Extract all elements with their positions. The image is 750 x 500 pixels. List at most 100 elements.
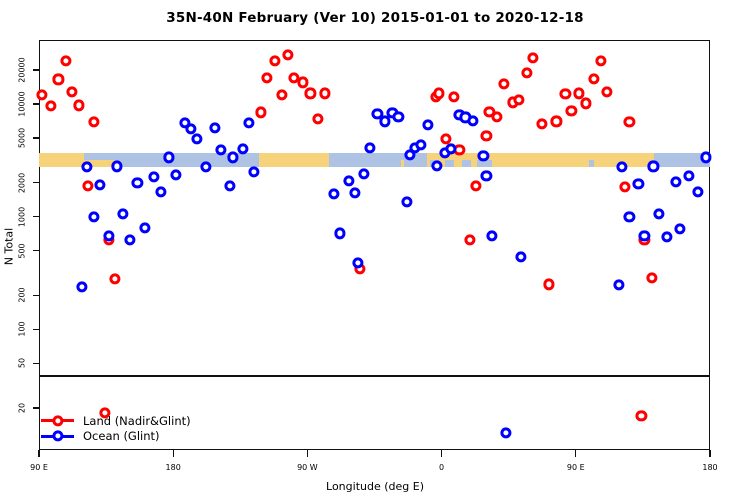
data-point-ocean — [343, 175, 355, 187]
data-point-land — [520, 66, 533, 79]
data-point-ocean — [661, 231, 673, 243]
y-tick-label: 1000 — [17, 206, 27, 227]
data-point-ocean — [392, 111, 404, 123]
land-marker-icon — [41, 415, 74, 427]
data-point-ocean — [444, 143, 457, 155]
data-point-land — [276, 89, 288, 101]
y-tick — [33, 103, 39, 105]
data-point-ocean — [209, 122, 221, 134]
y-tick-label: 5000 — [17, 127, 27, 149]
y-tick — [33, 407, 39, 409]
legend-label-ocean: Ocean (Glint) — [83, 429, 160, 444]
data-point-ocean — [431, 160, 443, 172]
data-point-ocean — [88, 211, 100, 223]
data-point-ocean — [124, 234, 136, 246]
data-point-ocean — [139, 222, 151, 234]
x-tick — [306, 450, 309, 457]
data-point-ocean — [467, 115, 479, 127]
data-point-ocean — [515, 251, 527, 263]
y-tick-label: 100 — [17, 321, 27, 337]
data-point-land — [255, 106, 267, 119]
data-point-ocean — [653, 208, 665, 220]
surface-band-land — [39, 153, 85, 167]
data-point-ocean — [200, 161, 212, 173]
data-point-land — [282, 49, 294, 61]
data-point-land — [447, 91, 460, 103]
y-tick-label: 20 — [17, 403, 27, 414]
surface-band-patch-land — [400, 160, 405, 167]
y-axis-title: N Total — [2, 227, 16, 266]
surface-band-patch-ocean — [444, 160, 454, 167]
legend: Land (Nadir&Glint) Ocean (Glint) — [41, 413, 191, 444]
data-point-ocean — [638, 230, 650, 242]
data-point-land — [73, 99, 85, 111]
data-point-ocean — [148, 171, 160, 183]
data-point-land — [261, 72, 273, 84]
surface-band-patch-ocean — [462, 160, 472, 167]
y-tick — [33, 328, 39, 331]
chart-title: 35N-40N February (Ver 10) 2015-01-01 to … — [166, 10, 584, 26]
data-point-land — [559, 88, 571, 100]
data-point-land — [82, 180, 94, 192]
data-point-land — [588, 73, 600, 85]
y-tick — [33, 182, 39, 184]
ocean-marker-icon — [41, 430, 74, 442]
data-point-ocean — [116, 208, 129, 220]
x-tick — [709, 450, 711, 457]
data-point-ocean — [692, 186, 704, 198]
data-point-ocean — [647, 160, 659, 172]
legend-item-land: Land (Nadir&Glint) — [41, 413, 191, 429]
data-point-ocean — [613, 279, 625, 291]
data-point-land — [543, 278, 555, 291]
y-tick — [33, 249, 39, 252]
data-point-ocean — [179, 117, 191, 129]
data-point-ocean — [632, 178, 645, 190]
surface-band-patch-ocean — [477, 160, 493, 167]
data-point-ocean — [422, 119, 434, 131]
data-point-ocean — [110, 160, 123, 172]
data-point-land — [513, 94, 525, 106]
data-point-land — [573, 87, 585, 99]
data-point-ocean — [215, 144, 227, 156]
data-point-ocean — [224, 180, 236, 192]
x-tick-label: 90 E — [566, 463, 585, 472]
data-point-land — [60, 55, 72, 67]
data-point-land — [269, 55, 281, 67]
y-tick — [33, 362, 39, 364]
data-point-land — [619, 181, 631, 193]
data-point-ocean — [358, 168, 370, 180]
data-point-ocean — [699, 151, 712, 164]
legend-label-land: Land (Nadir&Glint) — [83, 413, 191, 428]
data-point-ocean — [248, 166, 260, 178]
surface-band-patch-ocean — [589, 160, 594, 167]
data-point-land — [99, 407, 111, 419]
data-point-ocean — [76, 281, 88, 293]
y-tick-label: 200 — [17, 287, 27, 304]
surface-band-ocean — [654, 153, 710, 167]
data-point-ocean — [415, 139, 427, 151]
data-point-ocean — [81, 161, 93, 173]
data-point-ocean — [170, 169, 182, 181]
y-tick-label: 10000 — [17, 91, 27, 117]
data-point-land — [595, 55, 607, 67]
data-point-ocean — [237, 143, 249, 155]
x-tick-label: 0 — [439, 463, 445, 472]
x-tick — [172, 450, 174, 457]
x-tick-label: 90 W — [297, 463, 318, 472]
data-point-land — [565, 105, 577, 117]
divider-line — [39, 375, 710, 377]
y-tick-label: 20000 — [17, 57, 27, 83]
y-tick-label: 2000 — [17, 172, 27, 193]
data-point-ocean — [674, 223, 686, 235]
plot-area — [39, 40, 710, 450]
data-point-land — [470, 180, 482, 192]
data-point-ocean — [352, 257, 364, 269]
data-point-ocean — [334, 227, 346, 239]
legend-item-ocean: Ocean (Glint) — [41, 429, 191, 445]
data-point-ocean — [364, 141, 376, 154]
data-point-ocean — [670, 176, 682, 188]
data-point-land — [66, 86, 78, 98]
x-tick-label: 180 — [165, 463, 181, 472]
y-tick — [33, 137, 39, 139]
